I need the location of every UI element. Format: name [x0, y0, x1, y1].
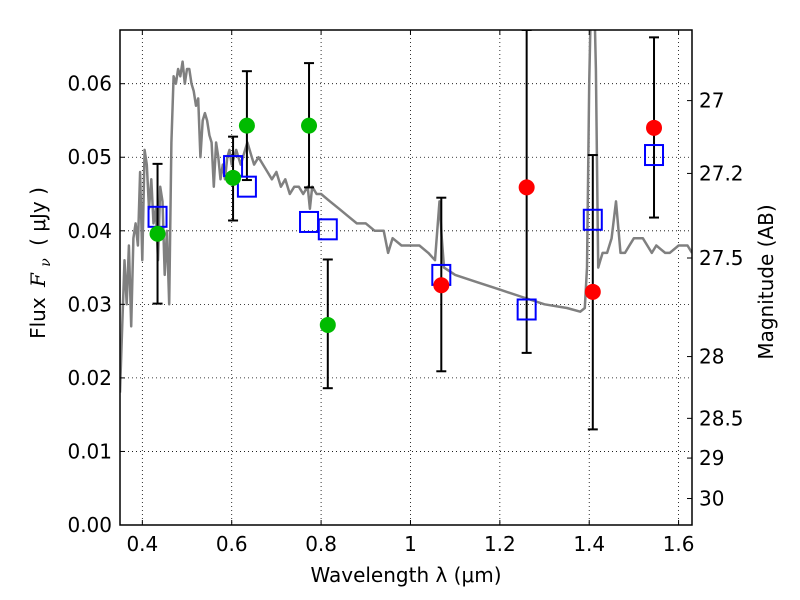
x-tick-label: 0.6 [216, 532, 248, 556]
series-layer [120, 30, 692, 431]
observed-point [225, 169, 242, 186]
y-tick-label: 0.05 [67, 145, 112, 169]
x-tick-label: 1.6 [663, 532, 695, 556]
y2-tick-label: 28.5 [699, 406, 744, 430]
x-tick-label: 1.4 [573, 532, 605, 556]
y-tick-label: 0.00 [67, 513, 112, 537]
y-axis-label-prefix: Flux [26, 291, 50, 339]
y-tick-label: 0.01 [67, 439, 112, 463]
y2-tick-label: 28 [699, 345, 724, 369]
x-axis-label: Wavelength λ (μm) [310, 563, 501, 587]
model-photometry-square [582, 208, 603, 231]
y-axis-label-symbol: F [26, 272, 50, 288]
y2-tick-label: 27.5 [699, 246, 744, 270]
x-tick-label: 1 [404, 532, 417, 556]
observed-point [238, 117, 255, 134]
x-tick-label: 1.2 [484, 532, 516, 556]
model-photometry-square [236, 175, 257, 198]
y-axis-left: 0.00 0.01 0.02 0.03 0.04 0.05 0.06 [67, 72, 125, 537]
observed-point [518, 179, 535, 196]
y2-axis-label: Magnitude (AB) [754, 204, 778, 359]
x-tick-label: 0.8 [305, 532, 337, 556]
y2-tick-label: 27 [699, 89, 724, 113]
model-photometry-square [317, 218, 338, 241]
observed-point [149, 225, 166, 242]
y-axis-label-subscript: ν [38, 258, 54, 267]
plot-frame [119, 29, 693, 526]
y-tick-label: 0.06 [67, 72, 112, 96]
observed-point [319, 316, 336, 333]
spectrum-line [120, 30, 692, 393]
grid [120, 30, 692, 525]
y2-tick-label: 27.2 [699, 161, 744, 185]
observed-point [301, 117, 318, 134]
y-tick-label: 0.03 [67, 292, 112, 316]
model-photometry-square [516, 298, 537, 321]
y-axis-label: Flux F ν ( μJy ) [26, 187, 55, 339]
y-axis-label-unit: ( μJy ) [26, 187, 50, 246]
y-tick-label: 0.04 [67, 219, 112, 243]
model-photometry-square [644, 144, 665, 167]
observed-point [646, 119, 663, 136]
y2-tick-label: 30 [699, 487, 724, 511]
observed-point [433, 277, 450, 294]
x-tick-label: 0.4 [126, 532, 158, 556]
y2-tick-label: 29 [699, 446, 724, 470]
y-tick-label: 0.02 [67, 366, 112, 390]
x-axis: 0.4 0.6 0.8 1 1.2 1.4 1.6 [126, 30, 695, 556]
observed-point [584, 283, 601, 300]
model-photometry-square [299, 210, 320, 233]
y-axis-right: 27 27.2 27.5 28 28.5 29 30 [687, 89, 744, 511]
